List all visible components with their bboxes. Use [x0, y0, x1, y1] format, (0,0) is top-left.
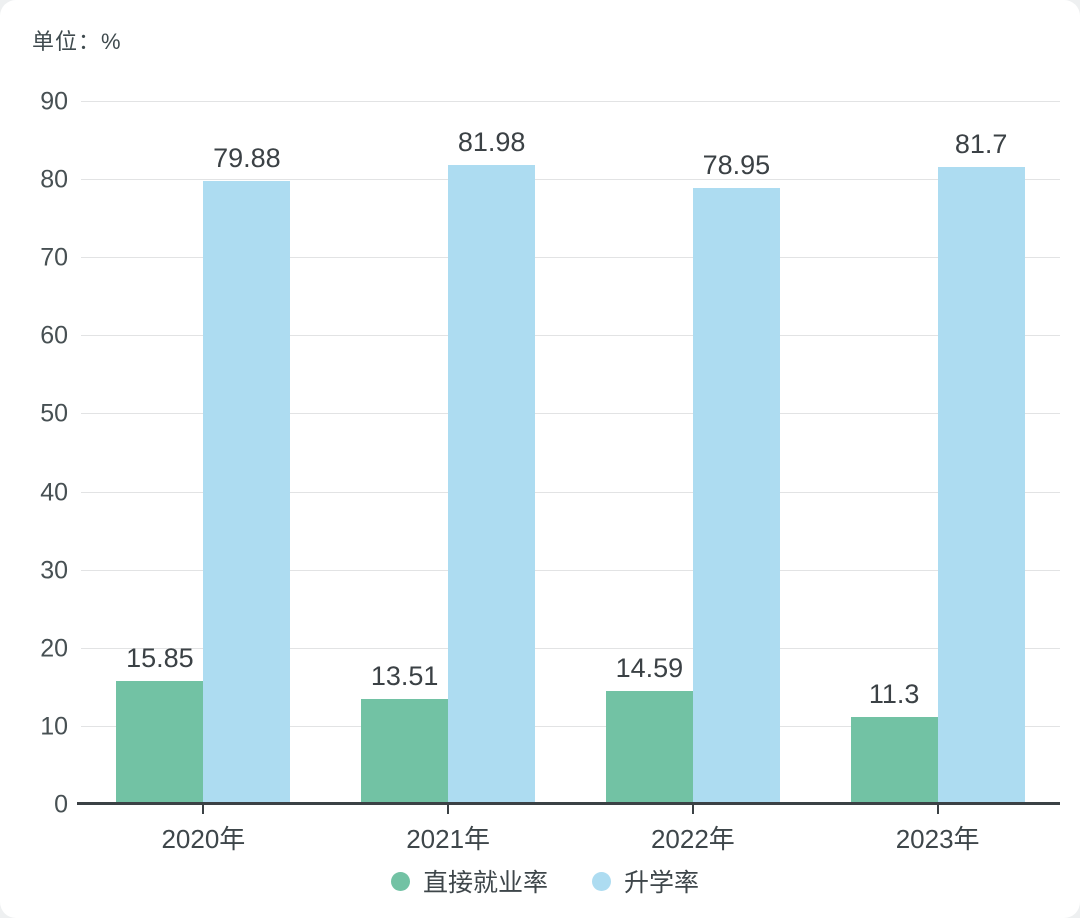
bar-group: 15.85 79.88 2020年: [116, 102, 291, 854]
y-axis-label: 20: [40, 634, 68, 663]
gridline: [81, 335, 1060, 337]
bar-enrollment: 79.88: [203, 143, 291, 805]
bar-enrollment: 81.7: [937, 129, 1025, 805]
legend: 直接就业率 升学率: [30, 863, 1060, 899]
gridline: [81, 413, 1060, 415]
gridline: [81, 491, 1060, 493]
bar-value-label: 15.85: [126, 643, 194, 674]
y-axis-label: 40: [40, 478, 68, 507]
legend-label-enrollment: 升学率: [624, 869, 700, 897]
y-axis-label: 90: [40, 87, 68, 116]
bar-value-label: 79.88: [213, 143, 281, 174]
legend-dot-enrollment: [592, 871, 611, 891]
y-axis-label: 0: [54, 790, 68, 819]
x-axis-label: 2023年: [895, 824, 980, 854]
bar-groups: 15.85 79.88 2020年 13.51 81.98 2021年 14.59 78.95…: [81, 102, 1060, 854]
bar-group: 14.59 78.95 2022年: [605, 102, 780, 854]
bar-value-label: 81.98: [457, 126, 526, 157]
bar-employment: 13.51: [361, 661, 449, 805]
y-axis-labels: 90 80 70 60 50 40 30 20 10 0: [30, 89, 68, 817]
bar-value-label: 78.95: [702, 150, 771, 181]
gridline: [81, 647, 1060, 649]
plot-area: 15.85 79.88 2020年 13.51 81.98 2021年 14.59 78.95…: [77, 101, 1060, 854]
gridline: [81, 101, 1060, 102]
x-tick: [447, 805, 450, 814]
bar-chart: 90 80 70 60 50 40 30 20 10 0 15.85 79.88 2020年 13.51…: [30, 89, 1060, 854]
y-axis-label: 70: [40, 243, 68, 272]
gridline: [81, 257, 1060, 259]
x-tick: [936, 805, 939, 814]
x-tick: [691, 805, 694, 814]
x-axis-label: 2022年: [650, 824, 735, 854]
bar-employment: 14.59: [605, 653, 693, 805]
bar-value-label: 11.3: [868, 678, 920, 709]
x-axis-label: 2020年: [161, 824, 246, 854]
legend-item-employment: 直接就业率: [390, 863, 548, 899]
legend-label-employment: 直接就业率: [422, 869, 548, 897]
bar-employment: 11.3: [850, 679, 938, 805]
legend-item-enrollment: 升学率: [592, 863, 699, 899]
y-axis-label: 50: [40, 399, 68, 428]
gridline: [81, 725, 1060, 727]
bar-group: 13.51 81.98 2021年: [361, 102, 536, 854]
bar-group: 11.3 81.7 2023年: [850, 102, 1025, 854]
bar-enrollment: 81.98: [448, 127, 536, 805]
x-axis-label: 2021年: [406, 824, 491, 854]
bar-value-label: 13.51: [370, 661, 439, 692]
unit-label: 单位：%: [32, 29, 122, 54]
y-axis-label: 80: [40, 165, 68, 194]
bar-employment: 15.85: [116, 643, 204, 805]
x-tick: [202, 805, 205, 814]
gridline: [81, 179, 1060, 181]
y-axis-label: 30: [40, 556, 68, 585]
gridline: [81, 569, 1060, 571]
x-axis-line: [77, 802, 1060, 805]
y-axis-label: 60: [40, 321, 68, 350]
bar-value-label: 14.59: [615, 653, 684, 684]
bar-value-label: 81.7: [954, 128, 1008, 159]
legend-dot-employment: [390, 871, 410, 891]
bar-enrollment: 78.95: [692, 150, 780, 805]
y-axis-label: 10: [40, 712, 68, 741]
